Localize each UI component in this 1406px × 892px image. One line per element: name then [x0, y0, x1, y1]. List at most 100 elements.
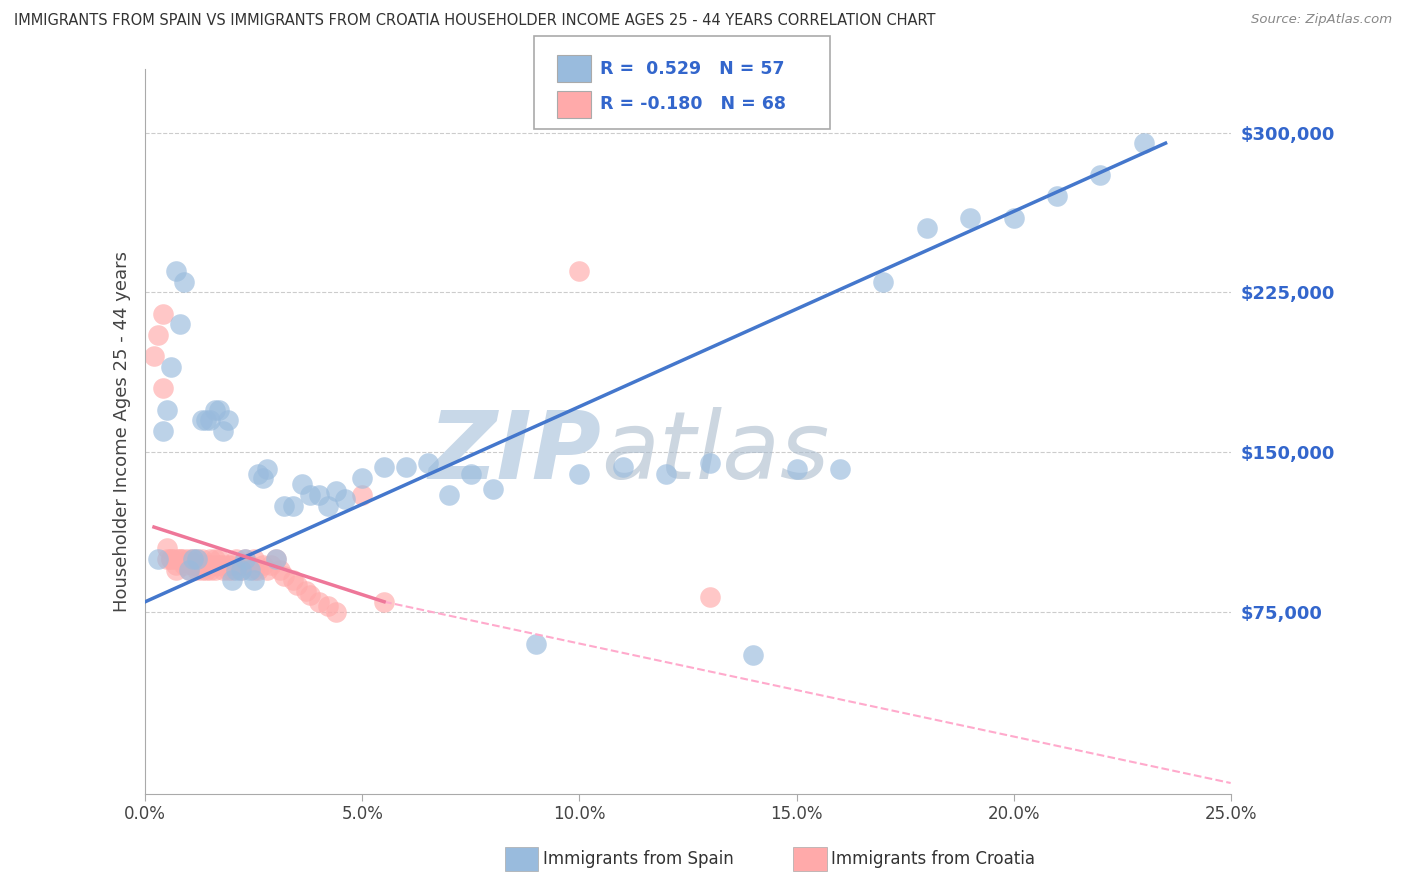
Point [200, 563, 222, 577]
Point [264, 552, 287, 566]
Point [173, 558, 195, 573]
Point [524, 637, 547, 651]
Point [208, 402, 231, 417]
Point [299, 588, 322, 602]
Point [221, 563, 243, 577]
Text: atlas: atlas [602, 408, 830, 499]
Point [160, 360, 183, 375]
Point [273, 499, 295, 513]
Point [156, 402, 179, 417]
Point [200, 413, 222, 427]
Point [181, 552, 204, 566]
Point [316, 599, 339, 613]
Point [190, 413, 212, 427]
Text: Source: ZipAtlas.com: Source: ZipAtlas.com [1251, 13, 1392, 27]
Point [186, 558, 208, 573]
Point [742, 648, 765, 662]
Text: R =  0.529   N = 57: R = 0.529 N = 57 [600, 60, 785, 78]
Point [225, 563, 247, 577]
Point [169, 318, 191, 332]
Point [264, 552, 287, 566]
Point [173, 552, 195, 566]
Point [217, 413, 239, 427]
Point [325, 606, 347, 620]
Point [160, 552, 183, 566]
Point [217, 558, 239, 573]
Point [1133, 136, 1156, 151]
Point [143, 350, 166, 364]
Point [395, 460, 418, 475]
Y-axis label: Householder Income Ages 25 - 44 years: Householder Income Ages 25 - 44 years [114, 251, 131, 612]
Point [786, 462, 808, 476]
Point [295, 584, 318, 599]
Point [229, 558, 252, 573]
Point [325, 483, 347, 498]
Point [352, 471, 374, 485]
Point [152, 307, 174, 321]
Point [221, 558, 243, 573]
Point [200, 558, 222, 573]
Point [181, 558, 204, 573]
Point [152, 381, 174, 395]
Point [373, 460, 395, 475]
Text: Immigrants from Spain: Immigrants from Spain [543, 850, 734, 868]
Point [915, 221, 938, 235]
Point [260, 558, 283, 573]
Point [568, 467, 591, 481]
Point [281, 574, 304, 588]
Point [1046, 189, 1069, 203]
Point [828, 462, 851, 476]
Point [217, 563, 239, 577]
Point [177, 557, 200, 571]
Point [333, 492, 356, 507]
Point [699, 591, 721, 605]
Point [212, 424, 235, 438]
Point [1002, 211, 1025, 225]
Point [256, 563, 278, 577]
Point [148, 328, 170, 343]
Point [568, 264, 591, 278]
Point [373, 595, 395, 609]
Point [186, 563, 208, 577]
Text: Immigrants from Croatia: Immigrants from Croatia [831, 850, 1035, 868]
Point [190, 558, 212, 573]
Point [169, 552, 191, 566]
Point [238, 563, 260, 577]
Text: R = -0.180   N = 68: R = -0.180 N = 68 [600, 95, 786, 113]
Point [148, 552, 170, 566]
Point [225, 552, 247, 566]
Point [169, 552, 191, 566]
Point [269, 563, 291, 577]
Point [256, 462, 278, 476]
Point [416, 456, 439, 470]
Point [204, 563, 226, 577]
Point [208, 552, 231, 566]
Point [190, 552, 212, 566]
Point [177, 563, 200, 577]
Point [195, 558, 218, 573]
Point [177, 563, 200, 577]
Point [165, 558, 187, 573]
Point [252, 558, 274, 573]
Point [204, 402, 226, 417]
Point [221, 574, 243, 588]
Point [299, 488, 322, 502]
Point [156, 541, 179, 556]
Text: ZIP: ZIP [429, 407, 602, 499]
Point [612, 460, 634, 475]
Point [352, 488, 374, 502]
Point [204, 558, 226, 573]
Point [281, 499, 304, 513]
Point [186, 552, 208, 566]
Point [195, 563, 218, 577]
Point [229, 563, 252, 577]
Point [316, 499, 339, 513]
Point [200, 552, 222, 566]
Point [1090, 168, 1112, 182]
Point [243, 574, 266, 588]
Point [152, 424, 174, 438]
Point [212, 563, 235, 577]
Point [252, 471, 274, 485]
Point [156, 552, 179, 566]
Point [285, 577, 308, 591]
